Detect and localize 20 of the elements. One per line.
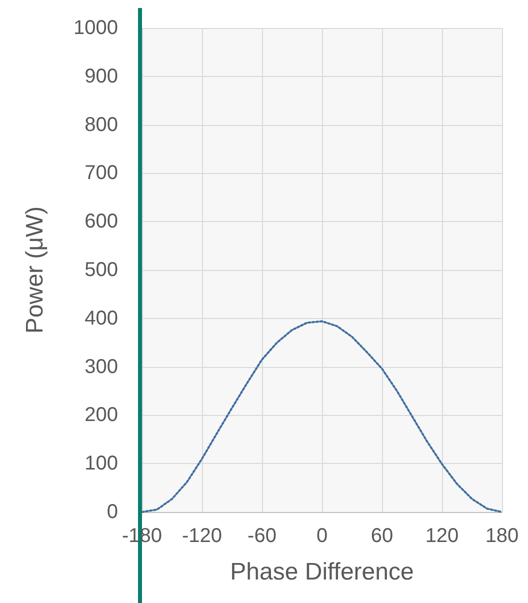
y-tick-label: 700	[84, 162, 118, 184]
y-tick-label: 500	[84, 259, 118, 281]
y-tick-label: 600	[84, 210, 118, 233]
y-tick-label: 900	[84, 65, 118, 88]
y-tick-label: 1000	[74, 17, 118, 39]
x-tick-label: -120	[182, 525, 222, 547]
y-tick-label: 200	[84, 404, 118, 426]
x-tick-label: 0	[316, 525, 328, 547]
y-tick-label: 0	[106, 501, 118, 523]
line-series	[141, 320, 503, 513]
x-tick-label: 180	[485, 525, 519, 547]
x-tick-label: -60	[248, 525, 276, 547]
y-axis-title: Power (μW)	[22, 206, 48, 334]
y-tick-label: 100	[84, 452, 118, 475]
x-axis-title: Phase Difference	[230, 558, 414, 586]
x-tick-label: 60	[370, 525, 394, 547]
y-tick-label: 300	[84, 356, 118, 378]
x-tick-label: 120	[425, 525, 459, 547]
y-tick-label: 400	[84, 307, 118, 330]
y-tick-label: 800	[84, 114, 118, 136]
